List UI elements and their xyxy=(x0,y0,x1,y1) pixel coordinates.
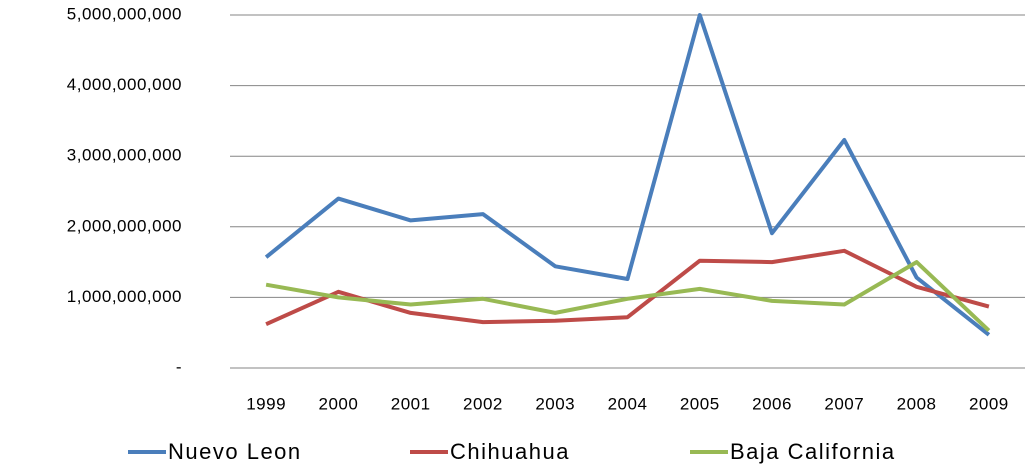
x-tick-label: 1999 xyxy=(246,394,286,413)
y-tick-label: 3,000,000,000 xyxy=(67,146,182,165)
x-tick-label: 2003 xyxy=(535,394,575,413)
x-tick-label: 2004 xyxy=(608,394,648,413)
y-tick-label: 1,000,000,000 xyxy=(67,287,182,306)
x-tick-label: 2001 xyxy=(391,394,431,413)
x-tick-label: 2009 xyxy=(969,394,1009,413)
x-tick-label: 2007 xyxy=(824,394,864,413)
legend-label: Nuevo Leon xyxy=(168,439,302,464)
x-tick-label: 2006 xyxy=(752,394,792,413)
series-line xyxy=(265,260,991,333)
series-line xyxy=(264,13,991,337)
y-tick-label: - xyxy=(176,357,182,376)
x-tick-label: 2005 xyxy=(680,394,720,413)
y-tick-label: 4,000,000,000 xyxy=(67,75,182,94)
x-tick-label: 2000 xyxy=(318,394,358,413)
x-tick-label: 2002 xyxy=(463,394,503,413)
legend-label: Chihuahua xyxy=(450,439,570,464)
series-line xyxy=(265,248,990,327)
legend: Nuevo Leon Chihuahua Baja California xyxy=(128,439,896,464)
y-tick-label: 5,000,000,000 xyxy=(67,4,182,23)
legend-label: Baja California xyxy=(730,439,896,464)
y-tick-label: 2,000,000,000 xyxy=(67,216,182,235)
x-tick-label: 2008 xyxy=(897,394,937,413)
